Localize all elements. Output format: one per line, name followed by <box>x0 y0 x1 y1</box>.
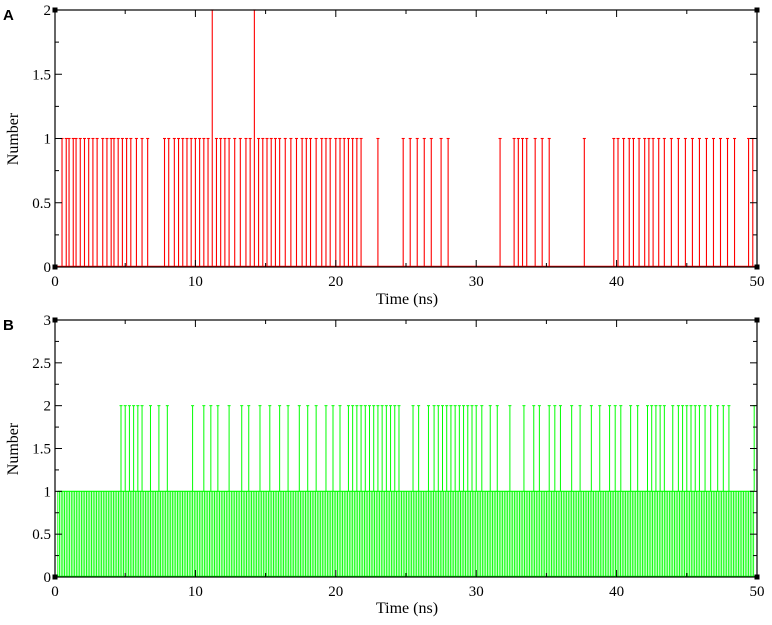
panel-b-y-tick-label: 1.5 <box>32 442 51 458</box>
panel-b-x-tick-label: 30 <box>469 584 484 600</box>
panel-b-y-axis-title: Number <box>5 422 22 475</box>
panel-b-corner-marker <box>754 317 760 323</box>
panel-a-series-red <box>55 9 757 268</box>
panel-b-x-tick-label: 0 <box>51 584 59 600</box>
panel-b-y-tick-label: 1 <box>44 484 52 500</box>
panel-b-y-tick-label: 0.5 <box>32 527 51 543</box>
panel-a-y-tick-label: 1.5 <box>32 67 51 83</box>
panel-a-y-tick-label: 0 <box>44 260 52 276</box>
panel-b-x-tick-label: 20 <box>328 584 343 600</box>
panel-a-x-tick-label: 50 <box>750 274 765 290</box>
panel-a-y-tick-label: 0.5 <box>32 196 51 212</box>
panel-b-series-green <box>55 405 757 578</box>
panel-b-x-tick-label: 10 <box>188 584 203 600</box>
panel-b-y-tick-label: 2.5 <box>32 356 51 372</box>
panel-b-x-tick-label: 50 <box>750 584 765 600</box>
panel-a-x-tick-label: 30 <box>469 274 484 290</box>
panel-a-x-tick-label: 40 <box>609 274 624 290</box>
panel-b-y-tick-label: 2 <box>44 399 52 415</box>
panel-b-axes: 0 10 20 30 40 50 0 0.5 1 1.5 2 2.5 3 <box>32 313 764 600</box>
panel-a-x-tick-label: 0 <box>51 274 59 290</box>
panel-b-y-tick-label: 3 <box>44 313 52 329</box>
panel-b-label: B <box>3 317 14 334</box>
panel-b-y-tick-label: 0 <box>44 570 52 586</box>
panel-b-x-axis-title: Time (ns) <box>376 600 438 617</box>
panel-b-corner-marker <box>52 317 58 323</box>
panel-a-corner-marker <box>52 264 58 270</box>
panel-a-label: A <box>3 7 14 24</box>
panel-b-corner-marker <box>754 574 760 580</box>
panel-a-x-tick-label: 20 <box>328 274 343 290</box>
panel-b-corner-marker <box>52 574 58 580</box>
panel-a-axes: 0 10 20 30 40 50 0 0.5 1 1.5 2 <box>32 3 764 290</box>
panel-a-corner-marker <box>52 7 58 13</box>
panel-b-x-tick-label: 40 <box>609 584 624 600</box>
panel-a-y-axis-title: Number <box>5 112 22 165</box>
panel-b-chart: B Number Time (ns) 0 10 20 30 40 50 0 0.5 1 1.5 2 2… <box>3 313 765 617</box>
panel-a-y-tick-label: 2 <box>44 3 52 19</box>
panel-b-level-one-spikes <box>57 491 755 577</box>
panel-a-corner-marker <box>754 264 760 270</box>
panel-a-corner-marker <box>754 7 760 13</box>
panel-a-chart: A Number Time (ns) 0 10 20 30 40 50 0 0.5 1 1.5 2 <box>3 3 765 308</box>
panel-a-y-tick-label: 1 <box>44 132 52 148</box>
panel-a-x-axis-title: Time (ns) <box>376 291 438 308</box>
panel-a-x-tick-label: 10 <box>188 274 203 290</box>
